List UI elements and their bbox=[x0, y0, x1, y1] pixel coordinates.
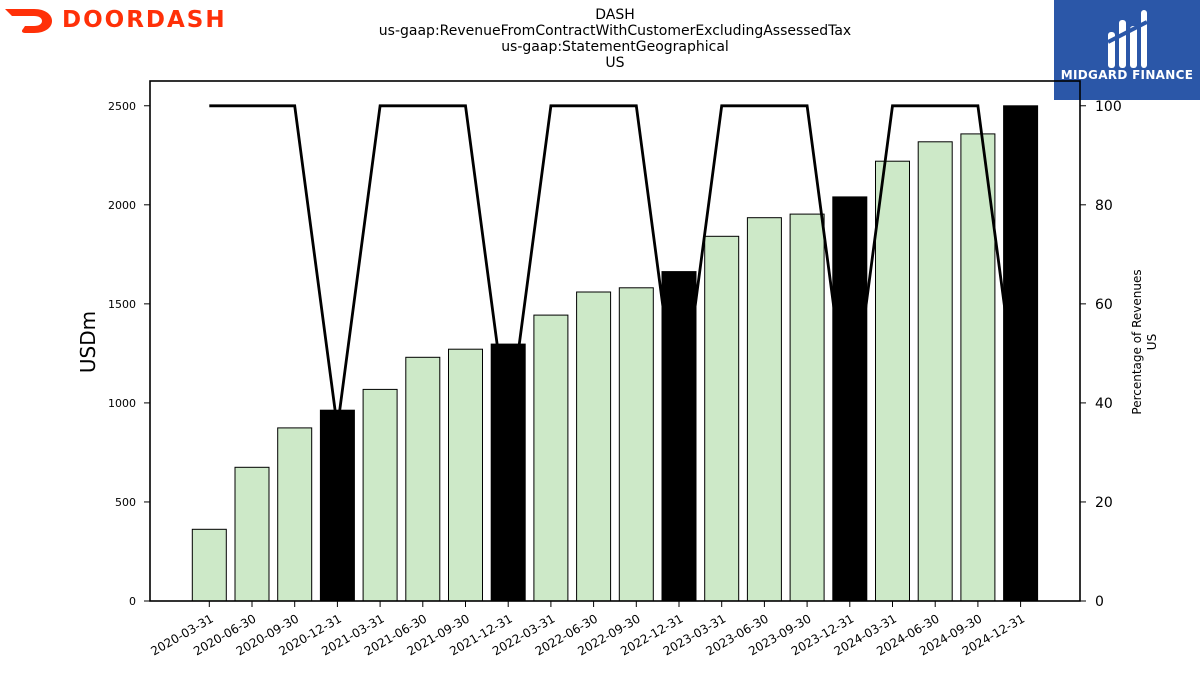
bar-2024-09-30 bbox=[960, 133, 996, 602]
y2-axis-label-line1: Percentage of Revenues bbox=[1130, 269, 1144, 414]
midgard-wordmark: MIDGARD FINANCE bbox=[1060, 68, 1194, 82]
doordash-wordmark: DOORDASH bbox=[62, 7, 227, 33]
y-tick-label: 1500 bbox=[108, 298, 136, 311]
bar-2024-03-31 bbox=[875, 160, 910, 602]
bar-2024-12-31 bbox=[1003, 105, 1039, 602]
y-tick-label: 2500 bbox=[108, 100, 136, 113]
doordash-logo: DOORDASH bbox=[4, 4, 244, 36]
bar-2022-03-31 bbox=[533, 314, 569, 602]
y-tick-label: 2000 bbox=[108, 199, 136, 212]
title-line-ticker: DASH bbox=[595, 7, 635, 23]
y2-tick-label: 40 bbox=[1095, 396, 1113, 412]
bar-2023-09-30 bbox=[789, 213, 825, 602]
bar-2024-06-30 bbox=[917, 141, 953, 602]
bar-2020-06-30 bbox=[234, 466, 270, 602]
plot-frame bbox=[149, 80, 1081, 602]
y2-tick-label: 100 bbox=[1095, 99, 1122, 115]
midgard-finance-logo: MIDGARD FINANCE bbox=[1054, 0, 1200, 100]
title-line-member: US bbox=[605, 55, 625, 71]
bar-2022-06-30 bbox=[576, 291, 612, 602]
doordash-dash-icon bbox=[5, 9, 52, 33]
y2-tick-label: 60 bbox=[1095, 297, 1113, 313]
bar-2023-12-31 bbox=[832, 196, 868, 602]
bar-2020-12-31 bbox=[319, 409, 355, 602]
y-tick-label: 500 bbox=[115, 496, 136, 509]
title-line-concept: us-gaap:RevenueFromContractWithCustomerE… bbox=[378, 23, 852, 39]
bar-2020-09-30 bbox=[277, 427, 313, 602]
y2-tick-label: 0 bbox=[1095, 594, 1104, 610]
bar-2021-03-31 bbox=[362, 388, 398, 602]
bar-2023-03-31 bbox=[704, 235, 740, 602]
midgard-emblem-icon bbox=[1107, 10, 1148, 68]
title-line-axis: us-gaap:StatementGeographical bbox=[501, 39, 729, 55]
percentage-line bbox=[209, 104, 1022, 428]
y-tick-label: 0 bbox=[129, 595, 136, 608]
chart-title: DASH us-gaap:RevenueFromContractWithCust… bbox=[315, 7, 915, 71]
y2-tick-label: 80 bbox=[1095, 198, 1113, 214]
bar-2022-12-31 bbox=[661, 271, 697, 602]
bar-2021-12-31 bbox=[490, 343, 526, 602]
bar-2021-09-30 bbox=[448, 348, 483, 602]
bar-2023-06-30 bbox=[746, 217, 782, 602]
y2-axis-label-line2: US bbox=[1145, 334, 1159, 350]
y2-tick-label: 20 bbox=[1095, 495, 1113, 511]
bar-2021-06-30 bbox=[405, 356, 441, 602]
y-tick-label: 1000 bbox=[108, 397, 136, 410]
bar-2020-03-31 bbox=[191, 528, 227, 602]
bar-2022-09-30 bbox=[618, 287, 654, 602]
y-axis-label: USDm bbox=[76, 311, 100, 373]
